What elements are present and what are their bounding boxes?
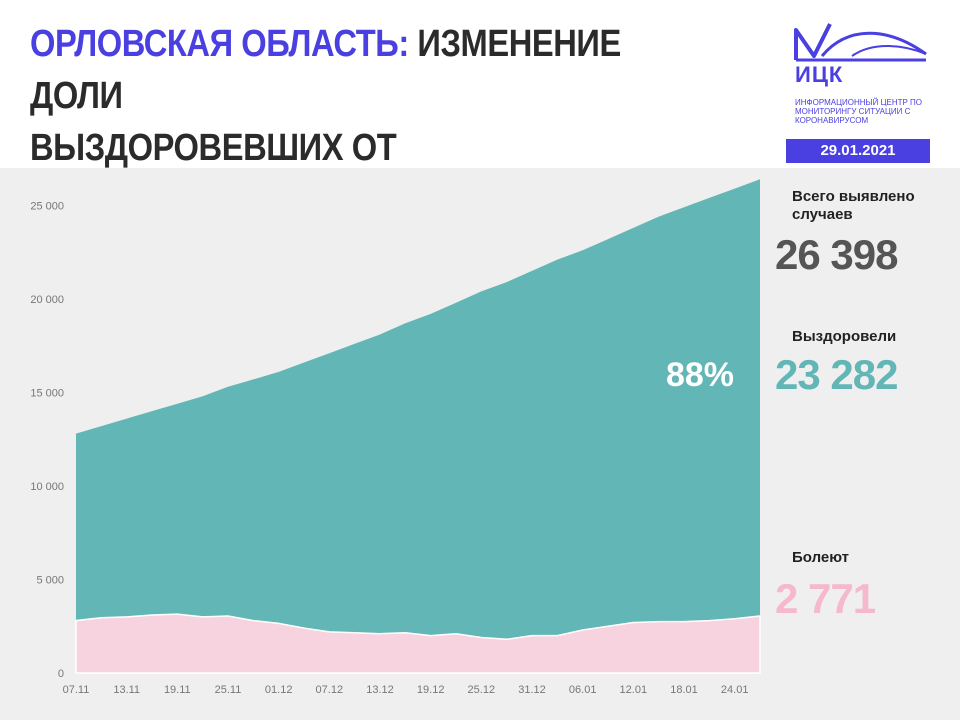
area-chart: 0 5 000 10 000 15 000 20 000 25 000 07.11 13.1… xyxy=(30,179,761,696)
x-tick-label: 01.12 xyxy=(265,684,293,696)
chart-panel: 0 5 000 10 000 15 000 20 000 25 000 07.11 13.1… xyxy=(0,168,960,720)
x-tick-label: 24.01 xyxy=(721,684,749,696)
x-tick-label: 06.01 xyxy=(569,684,597,696)
x-tick-label: 19.12 xyxy=(417,684,445,696)
x-tick-label: 13.11 xyxy=(113,684,140,696)
x-tick-label: 19.11 xyxy=(164,684,191,696)
logo-abbr: ИЦК xyxy=(795,62,844,87)
series-area-total xyxy=(76,179,760,674)
y-tick-label: 5 000 xyxy=(36,574,64,586)
y-tick-label: 10 000 xyxy=(30,481,64,493)
x-tick-label: 25.11 xyxy=(215,684,242,696)
total-label: Всего выявлено случаев xyxy=(792,188,915,223)
recovered-share-label: 88% xyxy=(666,356,734,394)
sick-value: 2 771 xyxy=(775,575,876,622)
x-tick-label: 07.12 xyxy=(316,684,344,696)
logo-subtitle: ИНФОРМАЦИОННЫЙ ЦЕНТР ПО МОНИТОРИНГУ СИТУ… xyxy=(795,98,923,125)
x-tick-label: 13.12 xyxy=(366,684,394,696)
sick-label: Болеют xyxy=(792,549,850,566)
recovered-value: 23 282 xyxy=(775,351,898,398)
x-tick-label: 07.11 xyxy=(63,684,90,696)
total-value: 26 398 xyxy=(775,231,898,278)
logo-arc-icon xyxy=(794,23,927,62)
series-area-sick xyxy=(75,613,761,674)
x-tick-label: 18.01 xyxy=(670,684,698,696)
y-tick-label: 25 000 xyxy=(30,200,64,212)
x-tick-label: 31.12 xyxy=(518,684,546,696)
title-rest: ИЗМЕНЕНИЕ ДОЛИ xyxy=(30,23,621,117)
y-tick-label: 15 000 xyxy=(30,387,64,399)
title-region: ОРЛОВСКАЯ ОБЛАСТЬ: xyxy=(30,23,409,65)
date-badge: 29.01.2021 xyxy=(786,139,930,163)
title-line-1: ОРЛОВСКАЯ ОБЛАСТЬ: ИЗМЕНЕНИЕ ДОЛИ xyxy=(30,18,632,122)
y-tick-label: 0 xyxy=(58,668,64,680)
recovered-label: Выздоровели xyxy=(792,328,897,345)
logo: ИЦК ИНФОРМАЦИОННЫЙ ЦЕНТР ПО МОНИТОРИНГУ … xyxy=(792,20,932,125)
x-tick-label: 25.12 xyxy=(468,684,496,696)
y-tick-label: 20 000 xyxy=(30,294,64,306)
x-tick-label: 12.01 xyxy=(620,684,648,696)
